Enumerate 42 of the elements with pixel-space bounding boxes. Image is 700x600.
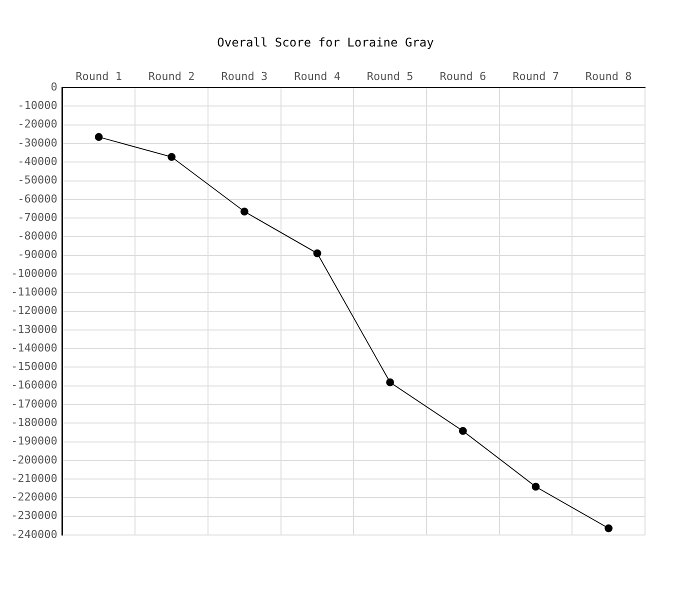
- point: [313, 249, 322, 258]
- point: [458, 427, 467, 435]
- y-tick-label: -110000: [11, 286, 58, 299]
- y-tick-label: -80000: [18, 230, 58, 243]
- point: [240, 208, 248, 216]
- x-tick-label: Round 2: [148, 70, 195, 83]
- y-tick-label: -60000: [18, 192, 58, 206]
- y-tick-label: -40000: [18, 155, 58, 168]
- y-tick-label: -160000: [11, 378, 58, 392]
- chart-title: Overall Score for Loraine Gray: [217, 35, 434, 50]
- y-tick-label: -100000: [11, 266, 58, 280]
- y-tick-label: -230000: [11, 509, 58, 522]
- point: [168, 152, 176, 161]
- y-tick-label: -150000: [11, 360, 58, 374]
- y-tick-label: -30000: [18, 136, 58, 150]
- x-tick-label: Round 8: [585, 70, 632, 83]
- y-tick-label: -240000: [11, 528, 58, 541]
- x-tick-label: Round 6: [440, 70, 486, 83]
- x-tick-label: Round 4: [294, 70, 341, 83]
- x-tick-label: Round 1: [76, 70, 122, 83]
- y-tick-label: -20000: [18, 118, 58, 131]
- y-tick-label: -120000: [11, 304, 58, 318]
- x-tick-label: Round 7: [512, 70, 559, 83]
- x-tick-label: Round 5: [366, 70, 414, 83]
- y-tick-label: -10000: [18, 99, 58, 112]
- point: [94, 133, 103, 141]
- point: [532, 482, 540, 491]
- y-tick-label: -140000: [11, 341, 58, 354]
- y-tick-label: -200000: [11, 453, 58, 466]
- y-tick-label: -90000: [18, 248, 58, 262]
- y-tick-label: -70000: [18, 210, 58, 224]
- x-tick-label: Round 3: [221, 70, 268, 83]
- y-tick-label: -130000: [11, 322, 58, 336]
- y-tick-label: -220000: [11, 490, 58, 504]
- y-tick-label: -180000: [11, 416, 58, 430]
- point: [386, 378, 394, 386]
- y-tick-label: -190000: [11, 434, 58, 448]
- point: [604, 524, 613, 532]
- y-tick-label: -50000: [18, 174, 58, 187]
- y-tick-label: 0: [50, 80, 58, 94]
- y-tick-label: -210000: [11, 472, 58, 485]
- y-tick-label: -170000: [11, 397, 58, 410]
